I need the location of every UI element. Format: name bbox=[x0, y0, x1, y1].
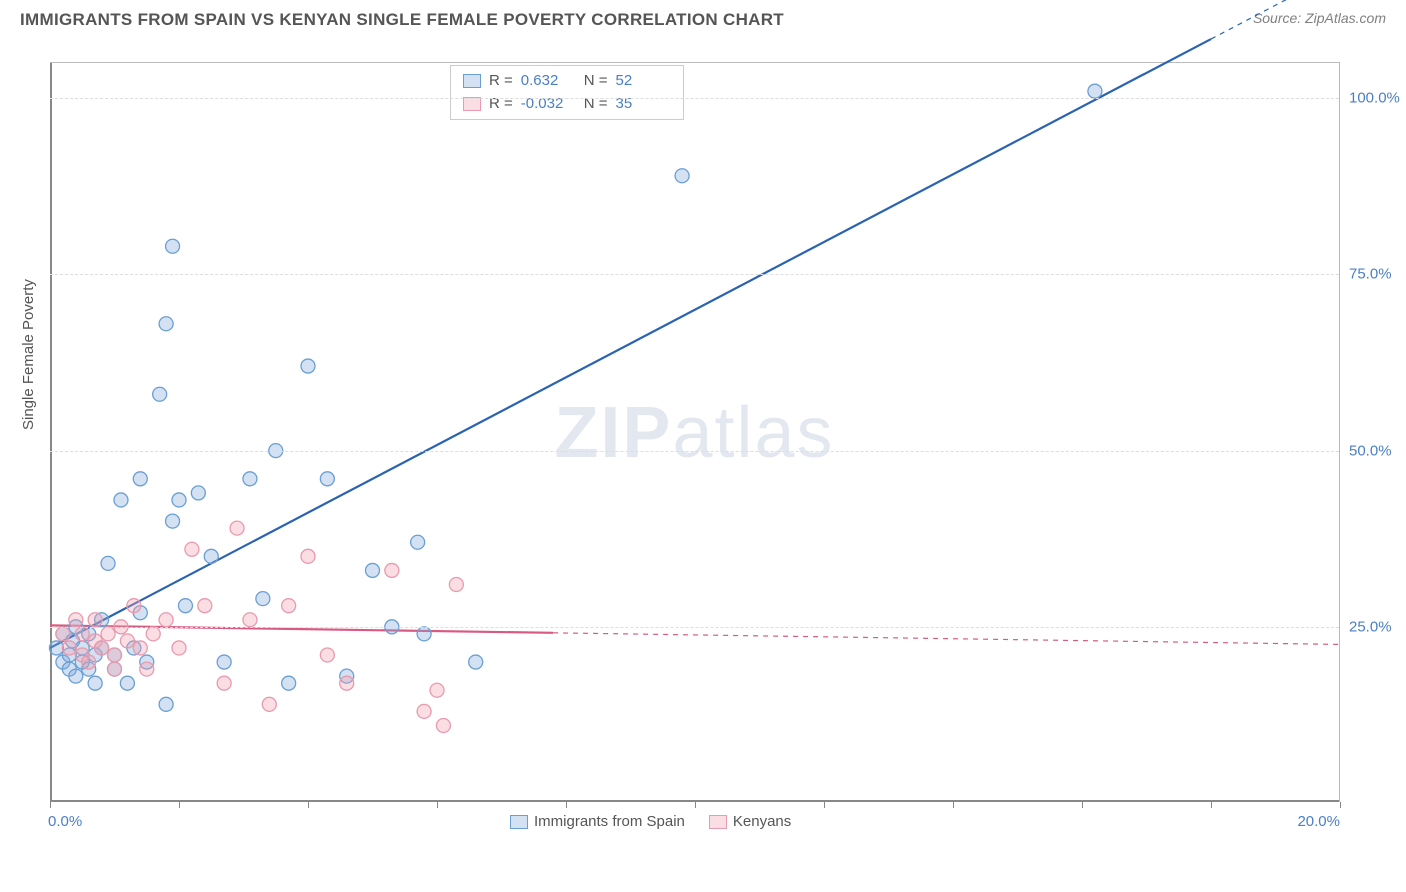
data-point-series-1 bbox=[101, 627, 115, 641]
data-point-series-0 bbox=[133, 472, 147, 486]
data-point-series-1 bbox=[133, 641, 147, 655]
data-point-series-0 bbox=[204, 549, 218, 563]
data-point-series-0 bbox=[69, 669, 83, 683]
data-point-series-1 bbox=[198, 599, 212, 613]
data-point-series-1 bbox=[120, 634, 134, 648]
series-swatch-1 bbox=[510, 815, 528, 829]
data-point-series-0 bbox=[153, 387, 167, 401]
data-point-series-0 bbox=[166, 514, 180, 528]
x-tick bbox=[1082, 802, 1083, 808]
data-point-series-1 bbox=[69, 613, 83, 627]
data-point-series-0 bbox=[282, 676, 296, 690]
x-tick bbox=[695, 802, 696, 808]
data-point-series-1 bbox=[262, 697, 276, 711]
x-tick-label: 0.0% bbox=[48, 813, 82, 830]
data-point-series-0 bbox=[159, 697, 173, 711]
data-point-series-0 bbox=[243, 472, 257, 486]
trend-line-solid-0 bbox=[50, 39, 1211, 648]
data-point-series-0 bbox=[411, 535, 425, 549]
data-point-series-1 bbox=[340, 676, 354, 690]
y-tick-label: 75.0% bbox=[1349, 266, 1406, 283]
series-swatch-2 bbox=[709, 815, 727, 829]
x-tick bbox=[1340, 802, 1341, 808]
data-point-series-1 bbox=[230, 521, 244, 535]
data-point-series-0 bbox=[320, 472, 334, 486]
y-axis-label: Single Female Poverty bbox=[20, 279, 37, 430]
data-point-series-0 bbox=[217, 655, 231, 669]
series-name-1: Immigrants from Spain bbox=[534, 813, 685, 830]
data-point-series-0 bbox=[366, 563, 380, 577]
data-point-series-0 bbox=[49, 641, 63, 655]
data-point-series-1 bbox=[282, 599, 296, 613]
data-point-series-0 bbox=[469, 655, 483, 669]
data-point-series-0 bbox=[172, 493, 186, 507]
x-tick bbox=[824, 802, 825, 808]
data-point-series-0 bbox=[417, 627, 431, 641]
x-tick-label: 20.0% bbox=[1297, 813, 1340, 830]
y-tick-label: 25.0% bbox=[1349, 618, 1406, 635]
data-point-series-1 bbox=[146, 627, 160, 641]
data-point-series-1 bbox=[449, 578, 463, 592]
series-legend-item-2: Kenyans bbox=[709, 813, 791, 830]
data-point-series-1 bbox=[127, 599, 141, 613]
data-point-series-1 bbox=[417, 704, 431, 718]
data-point-series-1 bbox=[172, 641, 186, 655]
data-point-series-1 bbox=[159, 613, 173, 627]
source-attribution: Source: ZipAtlas.com bbox=[1253, 10, 1386, 26]
source-prefix: Source: bbox=[1253, 10, 1305, 26]
data-point-series-1 bbox=[75, 627, 89, 641]
x-tick bbox=[953, 802, 954, 808]
gridline-h bbox=[50, 98, 1339, 99]
data-point-series-1 bbox=[430, 683, 444, 697]
x-tick bbox=[566, 802, 567, 808]
gridline-h bbox=[50, 451, 1339, 452]
data-point-series-0 bbox=[101, 556, 115, 570]
data-point-series-1 bbox=[243, 613, 257, 627]
y-tick-label: 50.0% bbox=[1349, 442, 1406, 459]
data-point-series-1 bbox=[82, 655, 96, 669]
data-point-series-1 bbox=[320, 648, 334, 662]
data-point-series-1 bbox=[62, 641, 76, 655]
data-point-series-1 bbox=[88, 613, 102, 627]
series-name-2: Kenyans bbox=[733, 813, 791, 830]
gridline-h bbox=[50, 627, 1339, 628]
data-point-series-0 bbox=[88, 676, 102, 690]
data-point-series-1 bbox=[56, 627, 70, 641]
data-point-series-0 bbox=[256, 592, 270, 606]
x-tick bbox=[179, 802, 180, 808]
data-point-series-0 bbox=[191, 486, 205, 500]
data-point-series-0 bbox=[166, 239, 180, 253]
data-point-series-0 bbox=[159, 317, 173, 331]
data-point-series-1 bbox=[108, 662, 122, 676]
data-point-series-0 bbox=[178, 599, 192, 613]
data-point-series-1 bbox=[217, 676, 231, 690]
data-point-series-1 bbox=[140, 662, 154, 676]
data-point-series-1 bbox=[95, 641, 109, 655]
trend-line-dash-1 bbox=[553, 633, 1340, 645]
series-legend: Immigrants from Spain Kenyans bbox=[510, 813, 791, 830]
gridline-h bbox=[50, 274, 1339, 275]
data-point-series-1 bbox=[185, 542, 199, 556]
data-point-series-0 bbox=[675, 169, 689, 183]
data-point-series-1 bbox=[108, 648, 122, 662]
chart-plot-area: ZIPatlas R = 0.632 N = 52 R = -0.032 N =… bbox=[50, 62, 1340, 802]
x-tick bbox=[1211, 802, 1212, 808]
data-point-series-0 bbox=[114, 493, 128, 507]
series-legend-item-1: Immigrants from Spain bbox=[510, 813, 685, 830]
data-point-series-0 bbox=[301, 359, 315, 373]
data-point-series-0 bbox=[1088, 84, 1102, 98]
source-value: ZipAtlas.com bbox=[1305, 10, 1386, 26]
y-tick-label: 100.0% bbox=[1349, 90, 1406, 107]
x-tick bbox=[308, 802, 309, 808]
data-point-series-0 bbox=[120, 676, 134, 690]
x-tick bbox=[437, 802, 438, 808]
data-point-series-1 bbox=[301, 549, 315, 563]
chart-svg bbox=[50, 63, 1339, 802]
x-tick bbox=[50, 802, 51, 808]
data-point-series-1 bbox=[385, 563, 399, 577]
page-title: IMMIGRANTS FROM SPAIN VS KENYAN SINGLE F… bbox=[20, 10, 784, 30]
data-point-series-1 bbox=[436, 718, 450, 732]
